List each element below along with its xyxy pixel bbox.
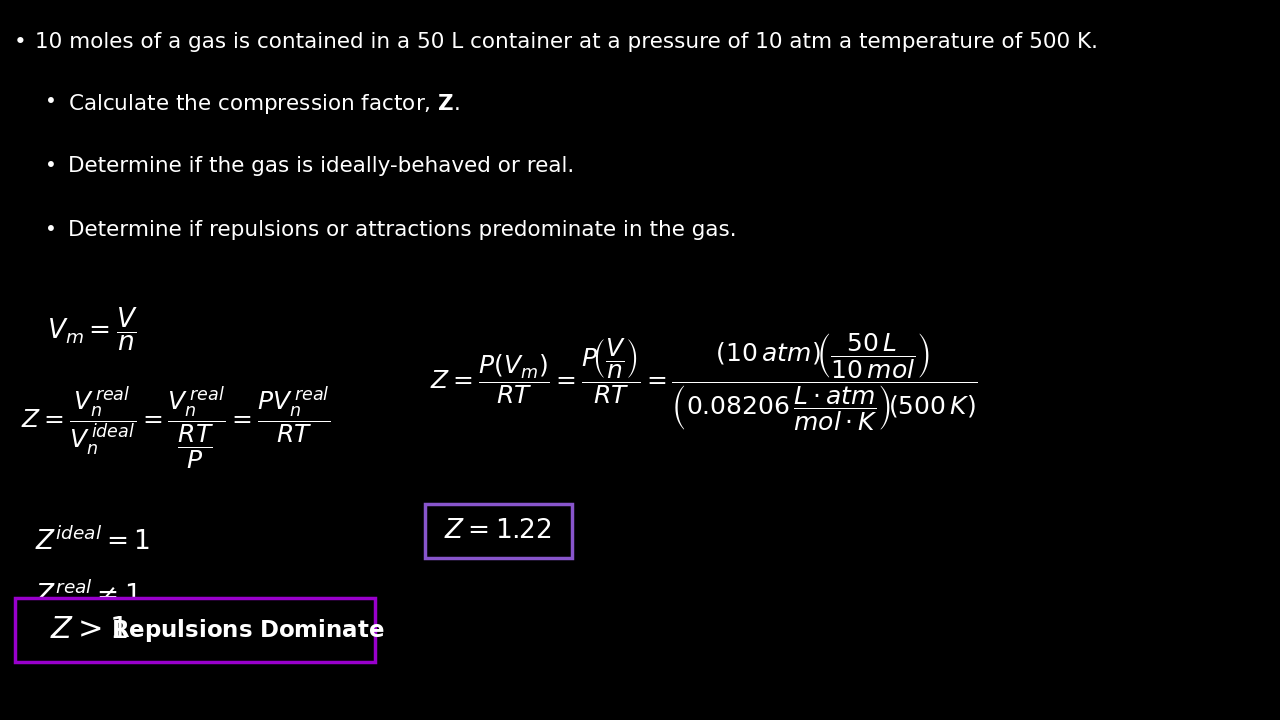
FancyBboxPatch shape: [425, 504, 572, 558]
Text: Calculate the compression factor, $\mathbf{Z}$.: Calculate the compression factor, $\math…: [68, 92, 460, 116]
Text: •: •: [45, 156, 56, 175]
Text: $Z^{ideal} = 1$: $Z^{ideal} = 1$: [36, 527, 150, 556]
Text: $\mathbf{Repulsions\ Dominate}$: $\mathbf{Repulsions\ Dominate}$: [111, 616, 384, 644]
Text: $Z^{real} \neq 1$: $Z^{real} \neq 1$: [36, 582, 141, 611]
Text: 10 moles of a gas is contained in a 50 L container at a pressure of 10 atm a tem: 10 moles of a gas is contained in a 50 L…: [36, 32, 1098, 53]
Text: •: •: [14, 32, 27, 53]
Text: $Z = \dfrac{P(V_m)}{RT} = \dfrac{P\!\left(\dfrac{V}{n}\right)}{RT} = \dfrac{(10\: $Z = \dfrac{P(V_m)}{RT} = \dfrac{P\!\lef…: [430, 331, 978, 433]
Text: $Z > 1$: $Z > 1$: [50, 616, 127, 644]
Text: $Z = \dfrac{V_n^{\,real}}{V_n^{\,ideal}} = \dfrac{V_n^{\,real}}{\dfrac{RT}{P}} =: $Z = \dfrac{V_n^{\,real}}{V_n^{\,ideal}}…: [22, 385, 330, 472]
Text: Determine if repulsions or attractions predominate in the gas.: Determine if repulsions or attractions p…: [68, 220, 737, 240]
Text: Determine if the gas is ideally-behaved or real.: Determine if the gas is ideally-behaved …: [68, 156, 575, 176]
FancyBboxPatch shape: [15, 598, 375, 662]
Text: $Z = 1.22$: $Z = 1.22$: [444, 518, 552, 544]
Text: $V_m = \dfrac{V}{n}$: $V_m = \dfrac{V}{n}$: [47, 306, 138, 354]
Text: •: •: [45, 220, 56, 239]
Text: •: •: [45, 92, 56, 111]
